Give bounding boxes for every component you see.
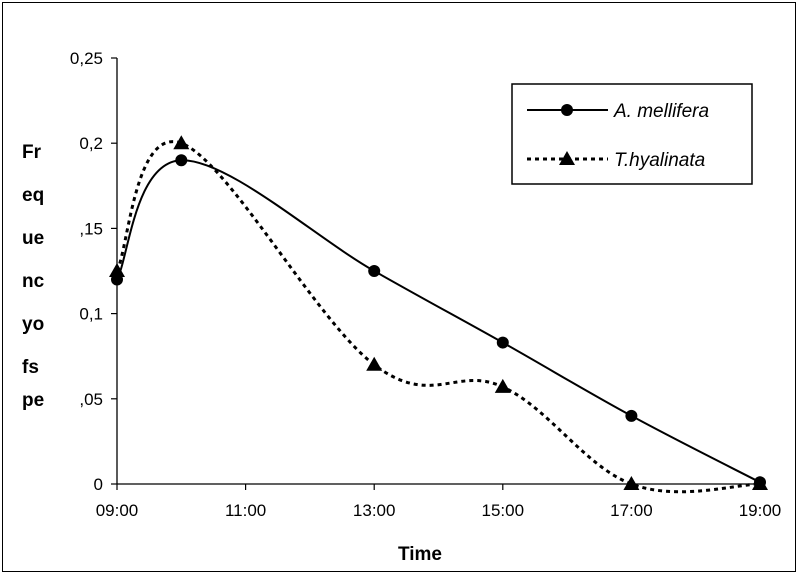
y-axis-label: Fr eq ue nc yo fs pe [22,142,45,411]
data-point-a-mellifera [496,336,509,349]
y-tick-label: ,05 [79,390,103,409]
data-point-t-hyalinata [494,378,511,393]
data-point-a-mellifera [625,409,638,422]
data-point-a-mellifera [111,273,123,286]
series-t-hyalinata [109,135,768,494]
x-tick-label: 19:00 [739,501,782,520]
series-line-t-hyalinata [115,140,761,494]
series-layer [109,135,768,494]
data-point-t-hyalinata [623,476,640,490]
y-tick-label: 0,1 [79,305,103,324]
x-tick-label: 17:00 [610,501,653,520]
y-tick-label: 0,2 [79,134,103,153]
legend-box [511,83,753,185]
data-point-t-hyalinata [173,135,190,150]
x-tick-label: 09:00 [96,501,139,520]
y-tick-label: ,15 [79,219,103,238]
data-point-a-mellifera [754,476,766,489]
x-tick-label: 13:00 [353,501,396,520]
legend-marker [561,104,573,116]
y-axis-label-fragment: nc [22,271,45,292]
y-axis-label-fragment: Fr [22,142,42,163]
y-axis-label-fragment: eq [22,185,44,206]
data-point-a-mellifera [368,265,381,277]
x-tick-labels: 09:00 11:00 13:00 15:00 17:00 19:00 [96,484,782,520]
y-axis-label-fragment: fs [22,357,39,378]
series-a-mellifera [111,154,766,489]
data-point-t-hyalinata [109,263,125,277]
y-tick-label: 0,25 [70,49,103,68]
legend: A. mellifera T.hyalinata [511,83,753,185]
x-tick-label: 11:00 [225,501,266,520]
data-point-a-mellifera [175,154,188,167]
y-tick-labels: 0 ,05 0,1 ,15 0,2 0,25 [70,49,117,494]
series-line-a-mellifera [116,159,761,484]
y-axis-label-fragment: pe [22,390,44,411]
legend-marker [559,151,575,165]
y-axis-label-fragment: yo [22,314,44,335]
legend-label: T.hyalinata [614,150,705,171]
y-tick-label: 0 [94,475,103,494]
legend-entry: A. mellifera [527,101,709,122]
data-point-t-hyalinata [366,356,383,371]
y-axis-label-fragment: ue [22,228,44,249]
x-axis-label: Time [398,544,442,565]
legend-entry: T.hyalinata [527,150,705,171]
x-tick-label: 15:00 [482,501,525,520]
legend-label: A. mellifera [613,101,709,122]
